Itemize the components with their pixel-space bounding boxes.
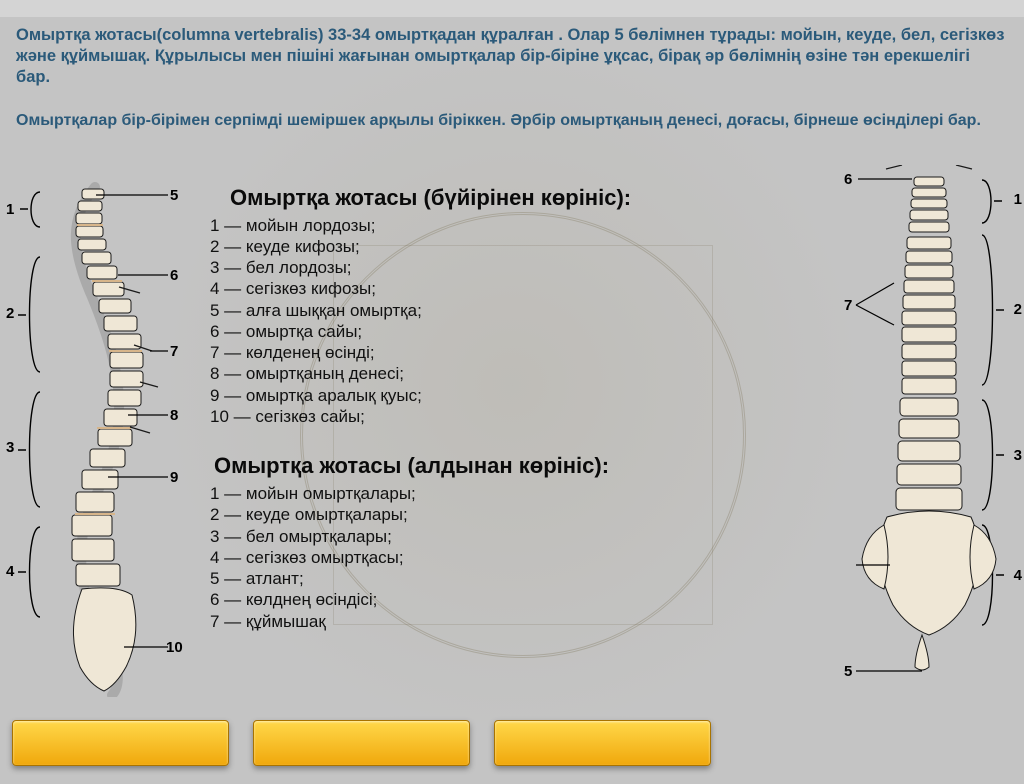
brace-label: 3 [1014,447,1022,464]
footer-bar [12,720,229,766]
callout-label: 5 [170,187,178,204]
section1-list: мойын лордозы;кеуде кифозы;бел лордозы;с… [210,215,820,428]
slide: Омыртқа жотасы(columna vertebralis) 33-3… [0,17,1024,784]
brace-label: 3 [6,439,14,456]
legend-item: омыртқа сайы; [210,321,820,342]
brace-label: 4 [1014,567,1022,584]
legend-item: омыртқаның денесі; [210,363,820,384]
legend-item: сегізкөз омыртқасы; [210,547,820,568]
footer-bar [253,720,470,766]
legend-item: алға шыққан омыртқа; [210,300,820,321]
spine-lateral-diagram: 1 2 3 4 5 6 7 8 9 10 [0,177,180,697]
callout-label: 8 [170,407,178,424]
legend-item: көлденең өсінді; [210,342,820,363]
callout-label: 7 [170,343,178,360]
legend-item: көлднең өсіндісі; [210,589,820,610]
footer-bar [494,720,711,766]
callout-label: 5 [844,663,852,680]
brace-label: 1 [1014,191,1022,208]
section1-title: Омыртқа жотасы (бүйірінен көрініс): [230,185,820,211]
callout-label: 10 [166,639,183,656]
callout-label: 7 [844,297,852,314]
legend-item: мойын лордозы; [210,215,820,236]
section2-title: Омыртқа жотасы (алдынан көрініс): [214,453,820,479]
legend-item: сегізкөз кифозы; [210,278,820,299]
legend-item: сегізкөз сайы; [210,406,820,427]
legend-item: мойын омыртқалары; [210,483,820,504]
intro-lead: Омыртқа жотасы(columna vertebralis) [16,26,323,44]
spine-lateral-svg [0,177,180,697]
callout-label: 6 [844,171,852,188]
spine-anterior-svg [852,165,1022,700]
brace-label: 1 [6,201,14,218]
legend-item: омыртқа аралық қуыс; [210,385,820,406]
legend-item: кеуде омыртқалары; [210,504,820,525]
callout-label: 9 [170,469,178,486]
legend-item: құймышақ [210,611,820,632]
legend-item: атлант; [210,568,820,589]
callout-label: 6 [170,267,178,284]
spine-anterior-diagram: 1 2 3 4 6 7 5 [852,165,1022,700]
legend-item: бел омыртқалары; [210,526,820,547]
legend-item: кеуде кифозы; [210,236,820,257]
legend-item: бел лордозы; [210,257,820,278]
intro-paragraph-1: Омыртқа жотасы(columna vertebralis) 33-3… [0,17,1024,89]
center-text-block: Омыртқа жотасы (бүйірінен көрініс): мойы… [200,185,820,632]
bottom-bars [12,720,711,766]
brace-label: 2 [6,305,14,322]
section2-list: мойын омыртқалары;кеуде омыртқалары;бел … [210,483,820,632]
intro-paragraph-2: Омыртқалар бір-бірімен серпімді шеміршек… [0,105,1024,132]
brace-label: 2 [1014,301,1022,318]
brace-label: 4 [6,563,14,580]
